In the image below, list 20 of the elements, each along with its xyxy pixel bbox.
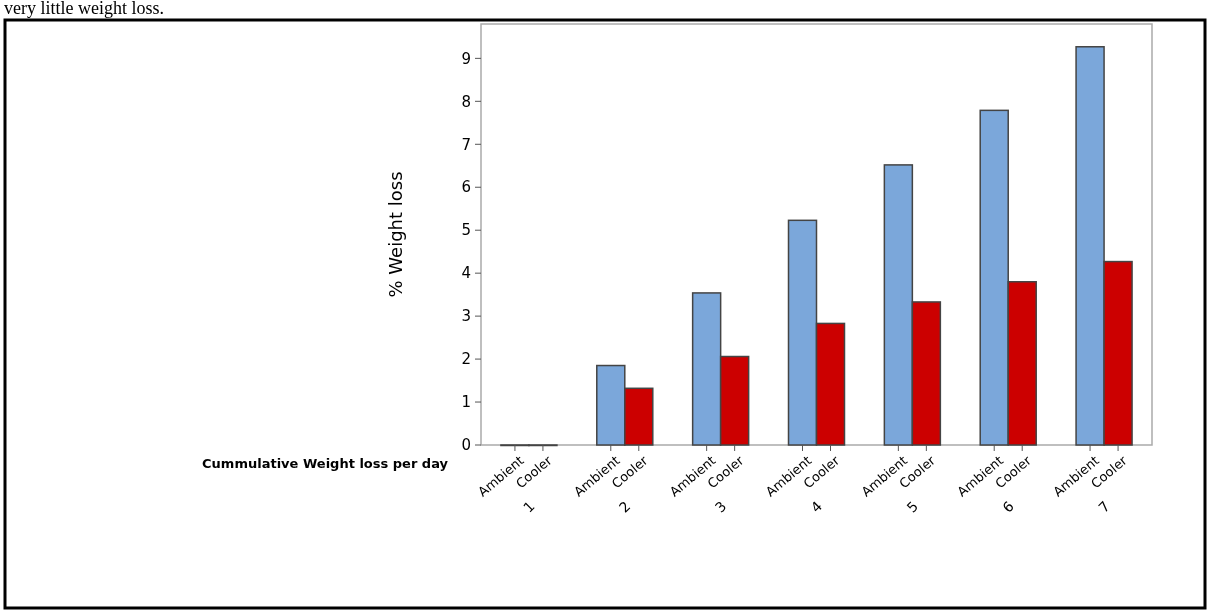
x-tick-label: 1 — [520, 498, 538, 516]
x-tick-label: 5 — [903, 498, 922, 516]
text: very little weight loss. — [4, 0, 164, 18]
y-tick-label: 0 — [461, 436, 471, 455]
x-tick-label: 4 — [807, 498, 826, 516]
y-tick-label: 7 — [461, 135, 471, 154]
x-tick-label: 6 — [999, 498, 1018, 516]
y-tick-label: 1 — [461, 393, 471, 412]
x-tick-label: 7 — [1095, 498, 1113, 516]
x-axis-title: Cummulative Weight loss per day — [202, 456, 449, 471]
y-tick-label: 4 — [461, 264, 471, 283]
y-axis-title: % Weight loss — [385, 171, 406, 298]
y-tick-label: 3 — [461, 307, 471, 326]
y-tick-label: 2 — [461, 350, 471, 369]
x-tick-label: 3 — [711, 498, 730, 516]
y-tick-label: 5 — [461, 221, 471, 240]
y-tick-label: 8 — [461, 92, 471, 111]
x-tick-label: 2 — [615, 498, 634, 516]
y-tick-label: 6 — [461, 178, 471, 197]
y-tick-label: 9 — [461, 49, 471, 68]
